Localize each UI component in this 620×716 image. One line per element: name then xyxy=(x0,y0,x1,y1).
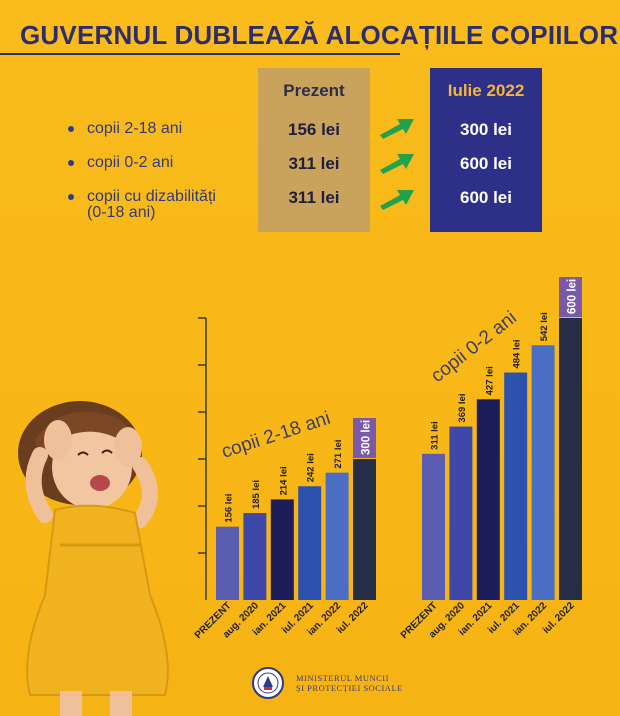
row-label: copii 0-2 ani xyxy=(87,154,174,171)
ministry-name: MINISTERUL MUNCII ȘI PROTECȚIEI SOCIALE xyxy=(296,673,403,693)
bullet-icon xyxy=(68,126,74,132)
iulie-value: 300 lei xyxy=(460,120,512,139)
government-seal-icon xyxy=(252,667,284,699)
bar-value-label: 242 lei xyxy=(306,453,317,482)
row-label-sub: (0-18 ani) xyxy=(87,204,156,221)
arrow-right-icon xyxy=(380,154,414,174)
prezent-header: Prezent xyxy=(283,81,345,100)
bar-value-label: 311 lei xyxy=(430,421,441,450)
title-underline xyxy=(0,53,400,55)
bar xyxy=(298,486,322,600)
bar xyxy=(476,399,500,600)
prezent-value: 311 lei xyxy=(288,154,340,173)
bar xyxy=(504,372,528,600)
page-title: GUVERNUL DUBLEAZĂ ALOCAȚIILE COPIILOR xyxy=(20,20,619,50)
prezent-value: 156 lei xyxy=(288,120,340,139)
prezent-value: 311 lei xyxy=(288,188,340,207)
bar xyxy=(559,318,582,600)
bar-label-badge xyxy=(559,277,582,317)
iulie-column xyxy=(430,68,542,232)
child-photo xyxy=(18,401,169,716)
iulie-value: 600 lei xyxy=(460,188,512,207)
bar-label-badge xyxy=(353,418,376,458)
iulie-value: 600 lei xyxy=(460,154,512,173)
bar-value-label: 484 lei xyxy=(512,339,523,368)
bar-value-label: 542 lei xyxy=(539,312,550,341)
bar xyxy=(243,513,267,600)
bar-value-label: 214 lei xyxy=(278,466,289,495)
bar-value-label: 369 lei xyxy=(457,394,468,423)
bar xyxy=(270,499,294,600)
arrow-right-icon xyxy=(380,190,414,210)
bullet-icon xyxy=(68,194,74,200)
iulie-header: Iulie 2022 xyxy=(447,81,525,100)
bullet-icon xyxy=(68,160,74,166)
bar xyxy=(353,459,376,600)
ministry-line-1: MINISTERUL MUNCII xyxy=(296,673,389,683)
bar-value-label: 271 lei xyxy=(333,440,344,469)
ministry-line-2: ȘI PROTECȚIEI SOCIALE xyxy=(296,683,403,693)
bar xyxy=(449,426,473,600)
bar-value-label: 185 lei xyxy=(251,480,262,509)
bar-value-label: 600 lei xyxy=(567,279,579,314)
bar xyxy=(216,526,239,600)
bar xyxy=(325,472,349,600)
arrow-right-icon xyxy=(380,119,414,139)
bar-value-label: 156 lei xyxy=(224,494,235,523)
row-label: copii cu dizabilități xyxy=(87,188,216,205)
bar-value-label: 300 lei xyxy=(361,420,373,455)
row-label: copii 2-18 ani xyxy=(87,120,183,137)
bar xyxy=(531,345,555,600)
bar-value-label: 427 lei xyxy=(484,366,495,395)
prezent-column xyxy=(258,68,370,232)
bar xyxy=(422,453,445,600)
